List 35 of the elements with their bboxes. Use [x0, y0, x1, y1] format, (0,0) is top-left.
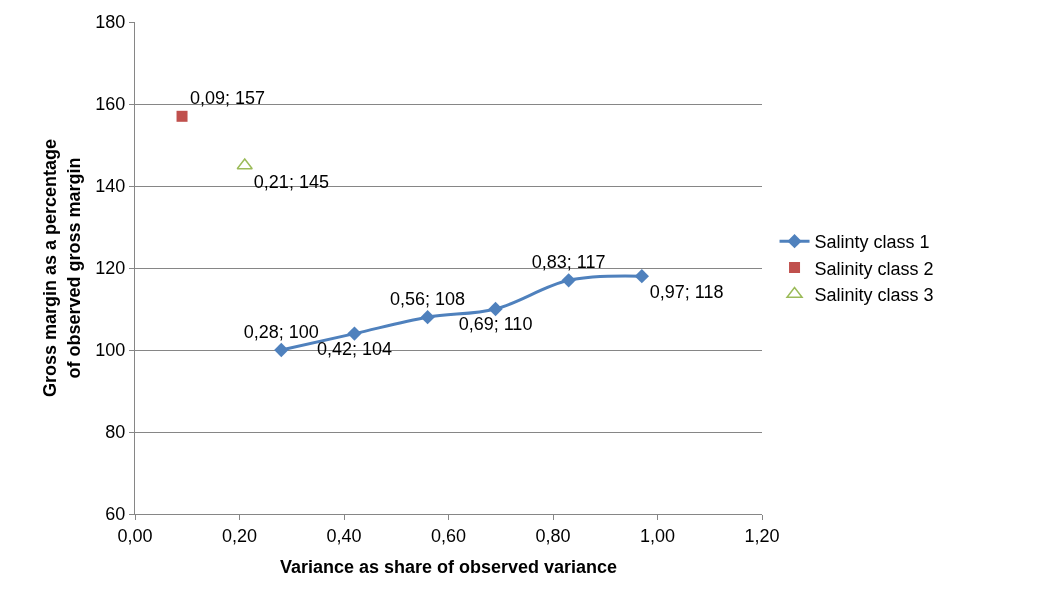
- x-tick-label: 0,20: [221, 525, 258, 546]
- x-tick-label: 0,60: [430, 525, 467, 546]
- data-label: 0,97; 118: [649, 281, 724, 302]
- point: [236, 158, 253, 170]
- y-axis-title: Gross margin as a percentage of observed gross margin: [40, 138, 84, 398]
- point: [634, 269, 649, 284]
- data-label: 0,09; 157: [189, 87, 265, 108]
- y-tick-label: 180: [95, 12, 126, 33]
- y-tick-label: 100: [95, 340, 126, 361]
- y-tick-label: 160: [95, 94, 126, 115]
- legend-label: Salinity class 3: [814, 285, 934, 306]
- x-tick-label: 0,40: [326, 525, 362, 546]
- point: [274, 342, 289, 358]
- data-label: 0,42; 104: [316, 338, 392, 359]
- x-tick-label: 0,80: [535, 525, 571, 546]
- point: [420, 310, 435, 325]
- y-tick-label: 140: [95, 176, 126, 197]
- point: [488, 301, 503, 317]
- data-label: 0,28; 100: [243, 321, 319, 342]
- legend-label: Salinty class 1: [814, 232, 930, 253]
- y-tick-label: 60: [105, 504, 126, 525]
- point: [347, 326, 362, 341]
- data-label: 0,56; 108: [390, 288, 466, 309]
- y-tick-label: 120: [95, 258, 126, 279]
- x-tick-label: 0,00: [117, 525, 153, 546]
- x-axis-title: Variance as share of observed variance: [279, 556, 618, 577]
- x-tick-label: 1,20: [744, 525, 780, 546]
- x-tick-label: 1,00: [639, 525, 676, 546]
- point: [561, 273, 576, 288]
- data-label: 0,69; 110: [458, 314, 533, 335]
- y-tick-label: 80: [105, 422, 126, 443]
- data-label: 0,21; 145: [253, 172, 329, 193]
- data-label: 0,83; 117: [531, 251, 606, 272]
- point: [176, 110, 188, 122]
- legend-label: Salinity class 2: [814, 258, 934, 279]
